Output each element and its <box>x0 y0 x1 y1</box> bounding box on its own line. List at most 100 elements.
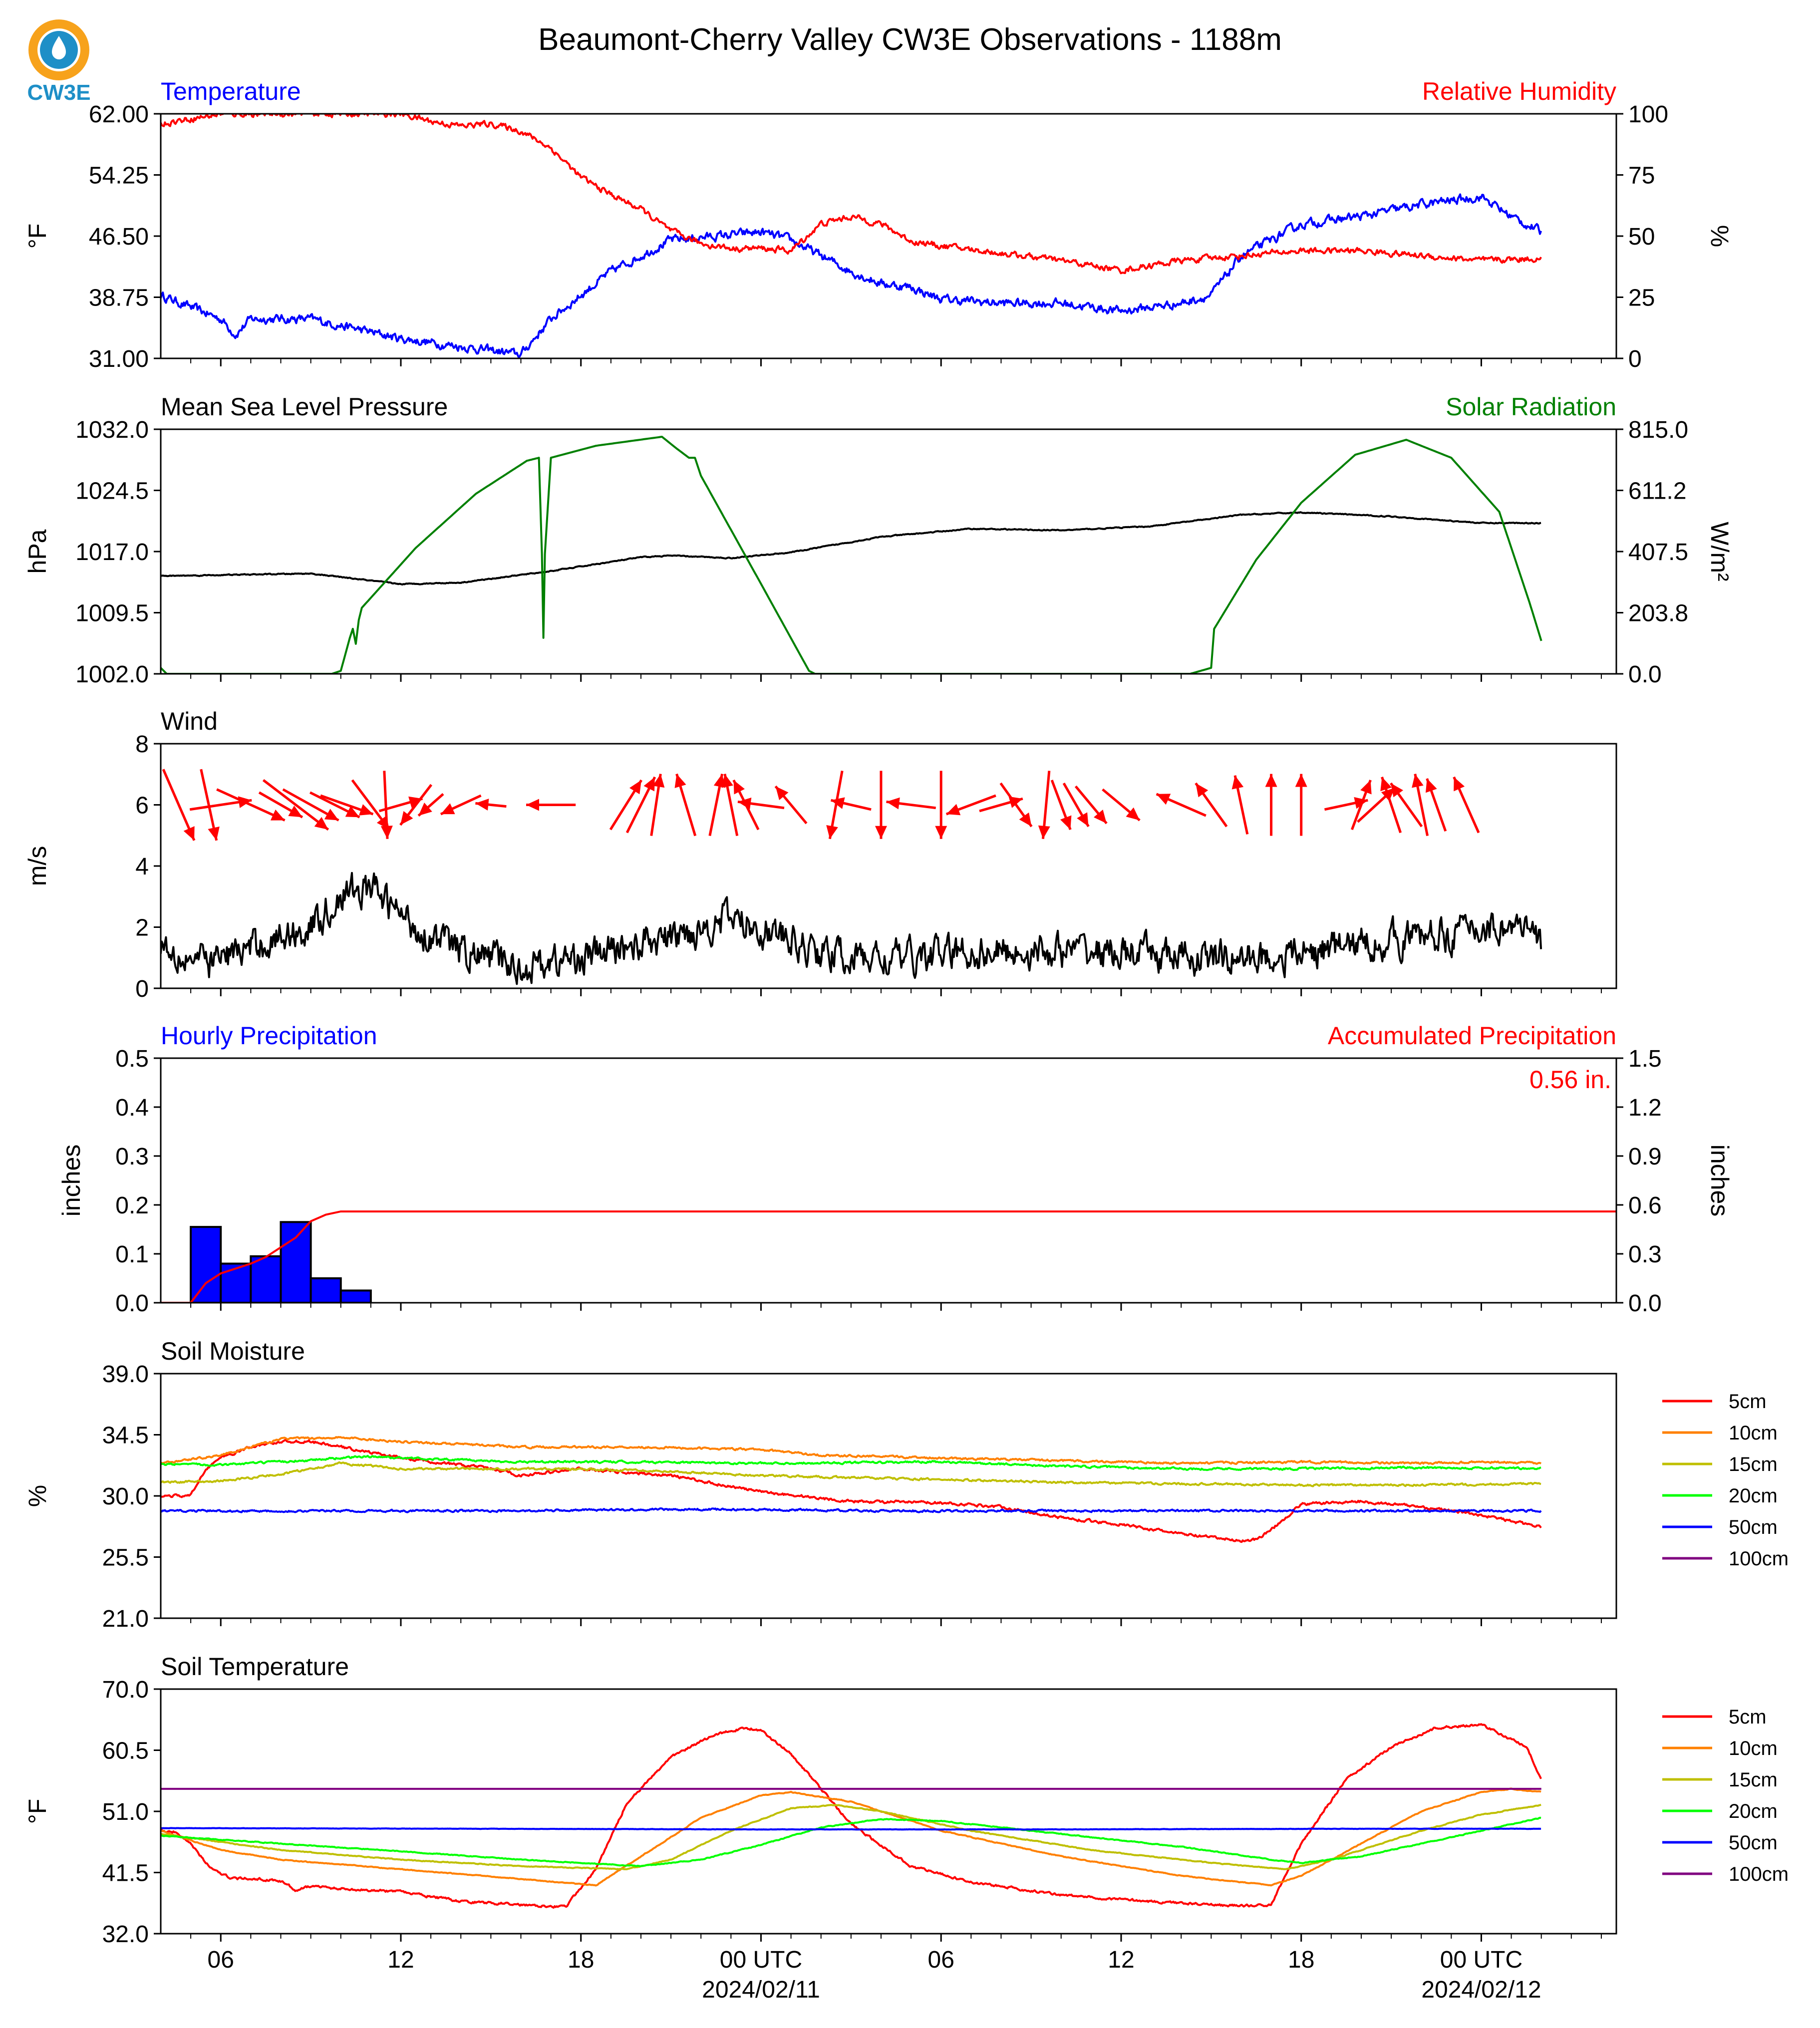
wind-arrow <box>526 799 576 811</box>
xtick-label: 06 <box>928 1947 954 1973</box>
series-line-5cm <box>161 1439 1542 1543</box>
wind-arrow <box>999 782 1033 828</box>
wind-arrow-head <box>674 774 686 788</box>
ytick-label-right: 0 <box>1628 346 1642 372</box>
wind-arrow <box>1295 774 1307 836</box>
xtick-date-label: 2024/02/12 <box>1421 1977 1541 2003</box>
ytick-label: 4 <box>135 854 149 880</box>
wind-arrow <box>886 797 936 810</box>
legend-label: 50cm <box>1729 1516 1778 1538</box>
wind-arrow <box>417 793 444 817</box>
precip-bar <box>250 1255 282 1303</box>
ytick-label: 32.0 <box>102 1921 149 1948</box>
ytick-label: 8 <box>135 731 149 758</box>
wind-arrow-head <box>1265 774 1277 787</box>
ytick-label: 25.5 <box>102 1545 149 1571</box>
panel-title: Temperature <box>161 77 301 105</box>
ylabel-right: % <box>1706 225 1734 247</box>
wind-arrow-head <box>208 826 220 841</box>
series-line-5cm <box>161 1723 1542 1909</box>
wind-arrow-head <box>721 774 733 788</box>
wind-arrow <box>830 797 872 811</box>
series-line-50cm <box>161 1827 1541 1831</box>
ylabel-right: W/m² <box>1706 522 1734 581</box>
wind-arrow <box>262 779 329 831</box>
panel-title: Wind <box>161 707 218 735</box>
ylabel: % <box>23 1485 51 1507</box>
wind-arrow <box>1412 774 1429 836</box>
accumulated-total-label: 0.56 in. <box>1529 1066 1611 1094</box>
legend-label: 20cm <box>1729 1485 1778 1507</box>
panel-title-right: Accumulated Precipitation <box>1328 1022 1616 1050</box>
wind-arrow <box>945 794 996 816</box>
wind-arrow-head <box>826 825 838 839</box>
series-line-wind-speed <box>161 871 1542 985</box>
ytick-label: 0.5 <box>115 1046 149 1072</box>
wind-arrow <box>399 784 433 826</box>
legend-label: 50cm <box>1729 1832 1778 1854</box>
wind-arrow-head <box>652 774 665 788</box>
wind-arrow-head <box>1454 777 1465 792</box>
ytick-label-right: 0.9 <box>1628 1144 1662 1170</box>
plot-frame <box>160 428 1617 675</box>
wind-arrow-head <box>345 806 360 818</box>
wind-arrow <box>200 769 220 841</box>
ytick-label-right: 0.0 <box>1628 661 1662 688</box>
legend: 5cm 10cm 15cm 20cm 50cm 100cm <box>1662 1391 1789 1570</box>
wind-arrow-head <box>1380 777 1392 792</box>
wind-arrow-head <box>935 826 947 839</box>
wind-arrow-head <box>1196 783 1209 798</box>
plot-area <box>161 436 1542 674</box>
wind-arrow-head <box>775 786 789 800</box>
precip-bar <box>190 1226 222 1303</box>
ytick-label: 1024.5 <box>75 478 149 505</box>
wind-arrow <box>282 788 339 822</box>
wind-arrow-head <box>1077 812 1089 827</box>
ytick-label: 1009.5 <box>75 600 149 627</box>
wind-arrow-head <box>288 805 303 818</box>
ytick-label-right: 25 <box>1628 285 1655 311</box>
ytick-label: 70.0 <box>102 1677 149 1703</box>
wind-arrow <box>935 771 947 839</box>
panel-soil-moisture: Soil Moisture 39.0 34.5 30.0 25.5 21.0% 5cm 10c… <box>23 1337 1789 1632</box>
ytick-label: 0.4 <box>115 1095 149 1121</box>
wind-arrow <box>826 770 844 840</box>
wind-arrow <box>1102 788 1141 822</box>
wind-arrow <box>721 774 739 836</box>
panel-mean-sea-level-pressure: Mean Sea Level Pressure Solar Radiation 10… <box>23 393 1734 688</box>
panel-title: Mean Sea Level Pressure <box>161 393 448 421</box>
wind-arrow-head <box>1412 774 1424 788</box>
ytick-label: 6 <box>135 793 149 819</box>
legend-label: 100cm <box>1729 1548 1789 1570</box>
precip-bar <box>309 1277 342 1303</box>
wind-arrow-head <box>1126 807 1140 821</box>
plot-area <box>161 1210 1616 1303</box>
wind-arrow <box>875 771 887 839</box>
series-line-50cm <box>161 1507 1542 1513</box>
wind-arrow <box>440 794 482 816</box>
plot-area <box>161 114 1542 358</box>
wind-arrow <box>1062 782 1090 828</box>
ytick-label: 0 <box>135 976 149 1002</box>
plot-area <box>161 1723 1542 1909</box>
ytick-label: 1032.0 <box>75 417 149 443</box>
series-line-15cm <box>161 1461 1541 1487</box>
ytick-label-right: 100 <box>1628 101 1668 128</box>
panel-wind: Wind 8 6 4 2 0 m/s <box>23 707 1617 1002</box>
ytick-label: 0.1 <box>115 1241 149 1268</box>
plot-frame <box>160 1688 1617 1935</box>
ylabel: hPa <box>23 529 51 574</box>
ytick-label-right: 75 <box>1628 163 1655 189</box>
ytick-label: 41.5 <box>102 1860 149 1887</box>
ytick-label-right: 203.8 <box>1628 600 1688 627</box>
ytick-label: 39.0 <box>102 1361 149 1388</box>
wind-arrow <box>475 799 507 811</box>
series-line-mean-sea-level-pressure <box>161 511 1541 586</box>
panel-temperature: Temperature Relative Humidity 62.00 54.25 46… <box>23 77 1734 372</box>
ytick-label: 1002.0 <box>75 661 149 688</box>
wind-arrow <box>258 791 303 819</box>
xtick-label: 12 <box>387 1947 414 1973</box>
plot-area <box>161 1436 1542 1543</box>
ytick-label: 2 <box>135 915 149 941</box>
wind-arrow-head <box>1038 825 1050 839</box>
